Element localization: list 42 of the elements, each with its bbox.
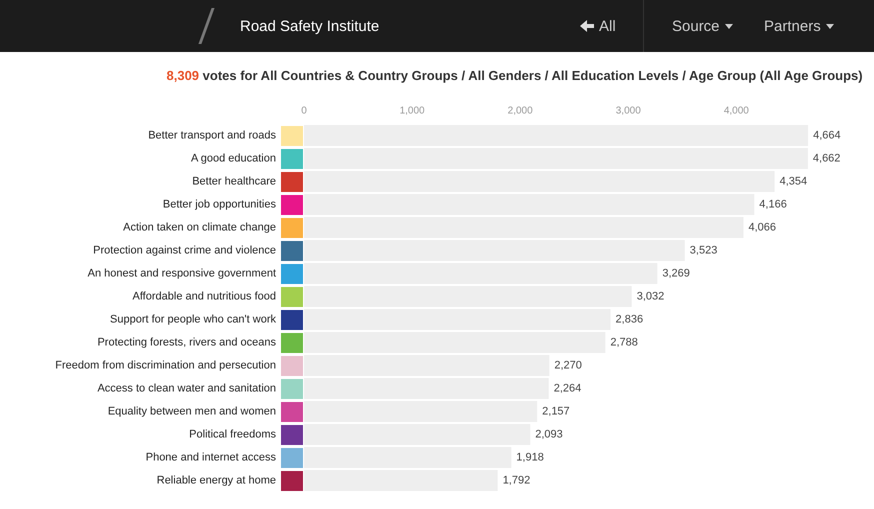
text: Partners: [764, 18, 821, 34]
y-tick-label: Affordable and nutritious food: [132, 290, 276, 302]
data-label: 2,093: [535, 428, 563, 440]
data-label: 4,664: [813, 130, 841, 142]
data-label: 4,166: [759, 198, 787, 210]
data-label: 4,066: [748, 222, 776, 234]
y-tick-label: Freedom from discrimination and persecution: [55, 360, 276, 372]
y-tick-label: Equality between men and women: [108, 406, 276, 418]
x-tick-label: 4,000: [724, 106, 750, 116]
text: Road Safety Institute: [240, 18, 380, 34]
y-tick-label: Protection against crime and violence: [93, 244, 276, 256]
y-tick-label: Better job opportunities: [162, 198, 276, 210]
y-tick-label: Action taken on climate change: [123, 222, 276, 234]
y-tick-label: Reliable energy at home: [156, 474, 276, 486]
data-label: 2,157: [542, 406, 570, 418]
y-tick-label: Protecting forests, rivers and oceans: [97, 336, 276, 348]
data-label: 1,918: [516, 452, 544, 464]
text: All: [599, 18, 616, 34]
data-label: 2,788: [610, 336, 638, 348]
x-tick-label: 1,000: [400, 106, 426, 116]
data-label: 3,032: [636, 290, 664, 302]
x-tick-label: 2,000: [508, 106, 534, 116]
x-tick-label: 0: [301, 106, 308, 116]
chart-title: 8,309 votes for All Countries & Country Groups / All Genders / All Education Levels / Age Group (All Age Groups): [166, 68, 863, 83]
data-label: 4,354: [780, 176, 808, 188]
y-tick-label: Political freedoms: [189, 428, 276, 440]
data-label: 2,264: [554, 382, 582, 394]
y-tick-label: Phone and internet access: [146, 452, 276, 464]
data-label: 3,269: [662, 268, 690, 280]
y-tick-label: Better healthcare: [192, 176, 276, 188]
y-tick-label: Better transport and roads: [148, 130, 276, 142]
x-tick-label: 3,000: [616, 106, 642, 116]
data-label: 3,523: [690, 244, 718, 256]
data-label: 2,270: [554, 360, 582, 372]
y-tick-label: A good education: [190, 152, 276, 164]
data-label: 2,836: [616, 314, 644, 326]
data-label: 1,792: [502, 474, 530, 486]
y-tick-label: An honest and responsive government: [88, 268, 276, 280]
data-label: 4,662: [812, 152, 840, 164]
y-tick-label: Support for people who can't work: [110, 314, 276, 326]
text: Source: [672, 18, 720, 34]
y-tick-label: Access to clean water and sanitation: [97, 382, 276, 394]
